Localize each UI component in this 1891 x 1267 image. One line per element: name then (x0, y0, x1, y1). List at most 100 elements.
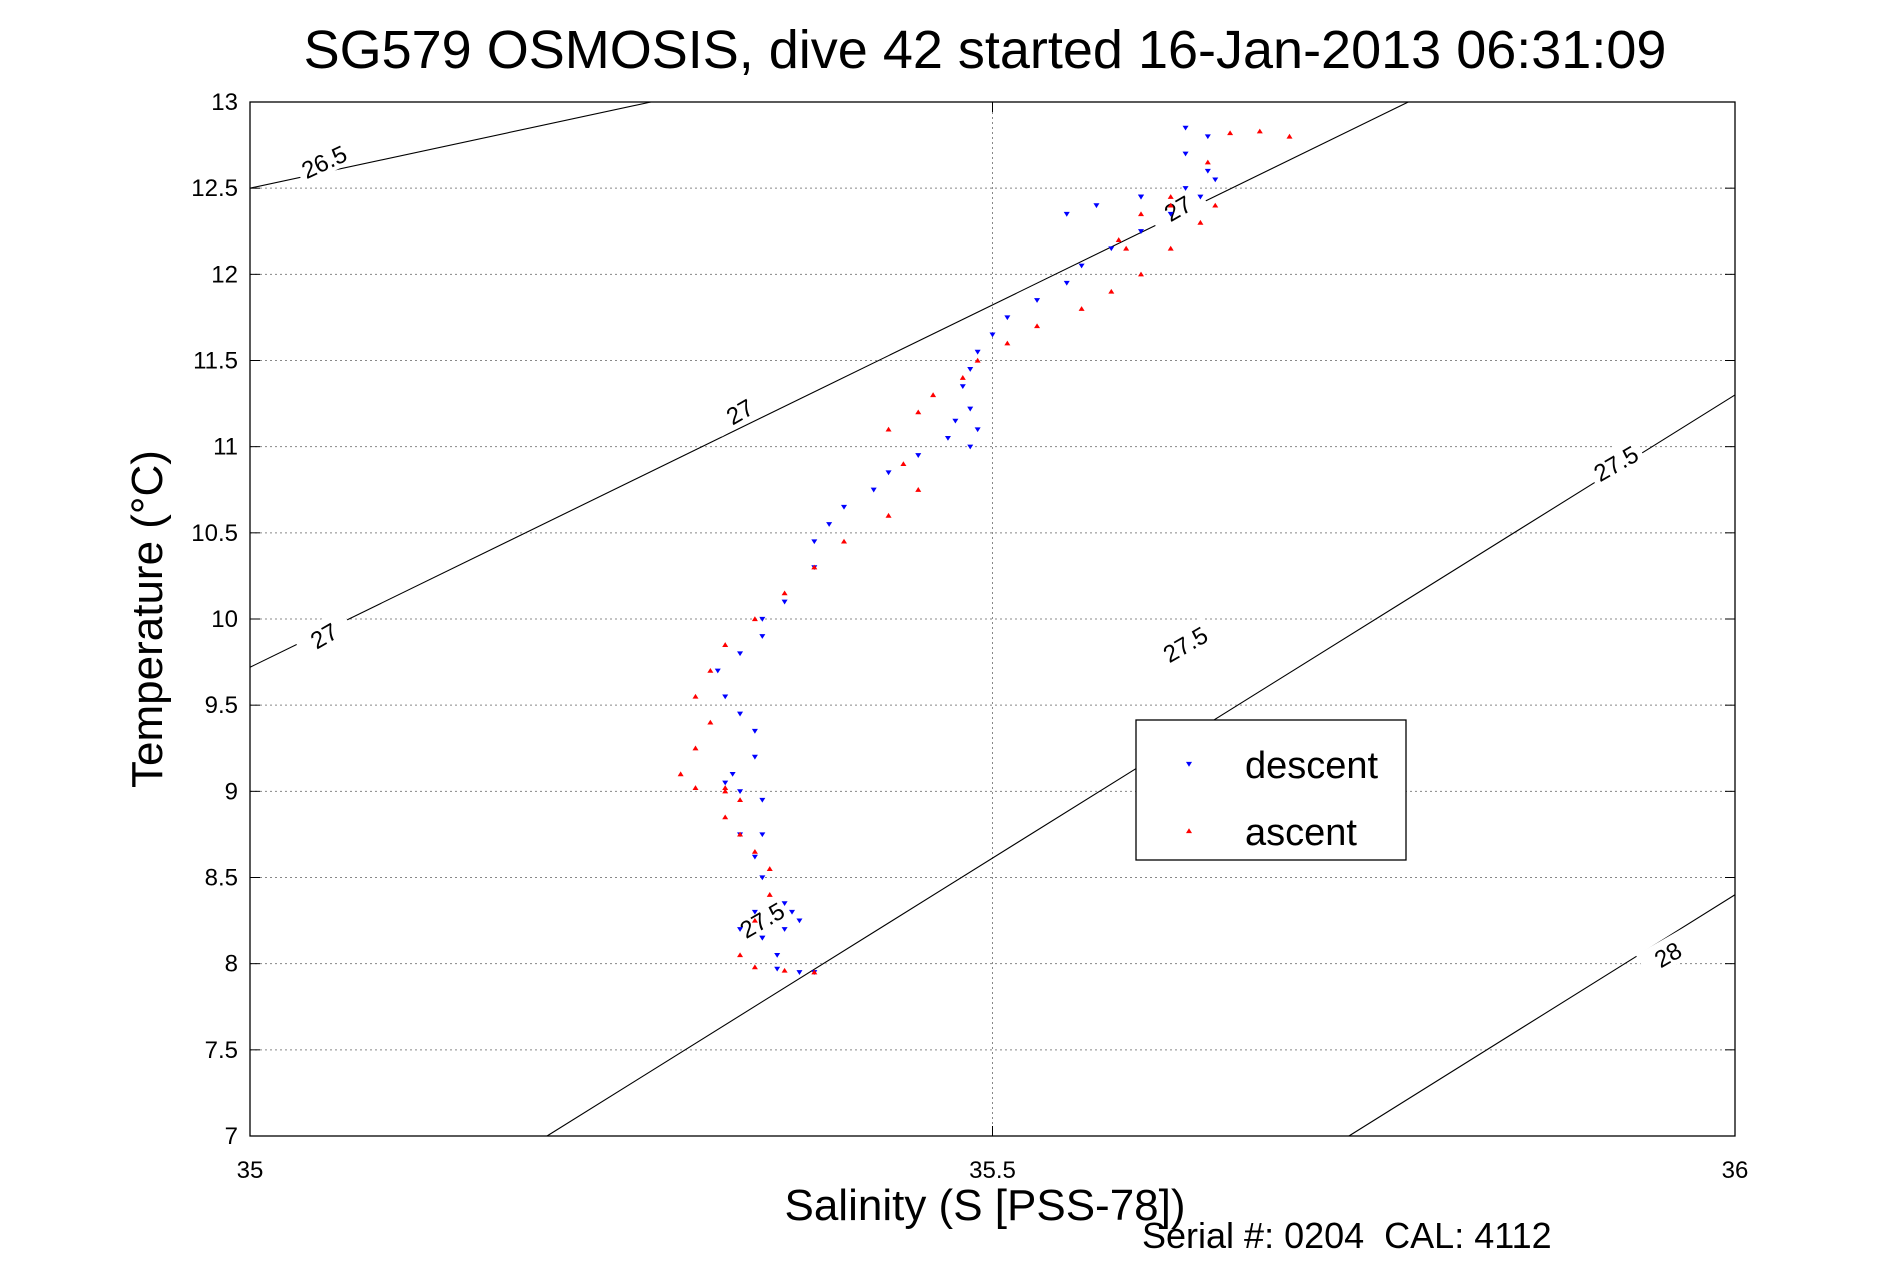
descent-point (1004, 315, 1011, 321)
ascent-point (885, 426, 892, 432)
descent-point (1093, 203, 1100, 209)
descent-point (1212, 177, 1219, 183)
data-series (677, 125, 1293, 975)
ascent-point (900, 461, 907, 466)
ascent-point (1138, 271, 1144, 277)
series-ascent (677, 128, 1293, 975)
y-tick-label: 12 (211, 261, 238, 288)
descent-point (944, 435, 951, 441)
ascent-point (811, 969, 818, 975)
descent-point (1182, 151, 1189, 157)
descent-point (737, 927, 744, 932)
ascent-point (1204, 159, 1211, 165)
ascent-point (722, 642, 729, 647)
ascent-point (1115, 237, 1122, 242)
descent-point (1182, 125, 1189, 131)
descent-point (796, 918, 803, 924)
descent-point (974, 349, 981, 355)
contour-line-28 (1348, 894, 1736, 1137)
contour-label-bg (730, 892, 793, 945)
ascent-point (915, 409, 922, 415)
descent-point (1197, 194, 1204, 200)
contour-line-27 (249, 101, 1409, 668)
ascent-point (751, 917, 758, 923)
ascent-point (1167, 194, 1174, 199)
y-tick-label: 11.5 (193, 348, 238, 375)
ascent-point (722, 788, 729, 794)
grid (250, 102, 1735, 1136)
descent-point (974, 427, 981, 433)
legend-ascent-marker (1186, 828, 1192, 834)
descent-point (781, 599, 788, 605)
descent-point (826, 522, 833, 527)
ascent-point (1123, 245, 1130, 251)
ascent-point (692, 785, 699, 790)
y-axis-label: Temperature (°C) (123, 450, 172, 788)
descent-point (759, 616, 766, 622)
ascent-point (1197, 219, 1204, 225)
contour-label-bg (292, 135, 355, 186)
descent-point (714, 668, 721, 674)
descent-point (737, 789, 744, 795)
descent-point (751, 909, 758, 915)
y-tick-label: 10 (211, 606, 238, 633)
descent-point (967, 367, 974, 372)
ascent-point (692, 693, 699, 699)
ascent-point (677, 771, 684, 777)
ascent-point (692, 745, 699, 751)
descent-point (751, 728, 758, 734)
ascent-point (751, 848, 758, 854)
ascent-point (974, 357, 981, 363)
descent-point (959, 384, 966, 390)
y-tick-label: 8 (225, 951, 238, 978)
descent-point (870, 487, 877, 493)
ascent-point (1138, 211, 1144, 217)
contour-label-bg (1145, 180, 1209, 234)
ascent-point (766, 866, 773, 871)
descent-point (789, 909, 796, 915)
contour-label-bg (707, 384, 771, 437)
descent-point (1078, 263, 1085, 269)
descent-point (915, 453, 922, 458)
ascent-point (781, 967, 788, 973)
descent-point (737, 651, 744, 657)
descent-point (722, 694, 729, 700)
y-tick-label: 7 (225, 1123, 238, 1150)
descent-point (1167, 211, 1174, 217)
y-tick-label: 12.5 (191, 175, 238, 202)
legend-descent-label: descent (1245, 745, 1379, 787)
ascent-point (722, 814, 729, 820)
ascent-point (1167, 202, 1174, 208)
ascent-point (1078, 306, 1085, 311)
ascent-point (811, 564, 818, 570)
legend: descent ascent (1135, 719, 1407, 861)
ascent-point (1212, 202, 1219, 208)
descent-point (1034, 298, 1041, 303)
ascent-point (737, 797, 744, 803)
ascent-point (1004, 340, 1011, 346)
ascent-point (737, 831, 744, 837)
axis-ticks: 35 35.5 36 7 7.5 8 8.5 9 9.5 10 10.5 11 11.5 12 12.5 13 (191, 89, 1748, 1184)
descent-point (796, 970, 803, 975)
descent-point (774, 966, 781, 972)
x-axis-label: Salinity (S [PSS-78]) (784, 1181, 1185, 1230)
descent-point (759, 935, 766, 941)
descent-point (1063, 280, 1070, 286)
descent-point (759, 634, 766, 639)
ascent-point (930, 392, 937, 398)
legend-ascent-label: ascent (1245, 812, 1357, 854)
ascent-point (751, 964, 758, 970)
y-tick-label: 11 (213, 434, 238, 461)
ascent-point (885, 512, 892, 518)
ascent-point (1034, 323, 1041, 329)
descent-point (774, 952, 781, 958)
y-tick-label: 8.5 (205, 865, 238, 892)
y-tick-label: 7.5 (205, 1037, 238, 1064)
descent-point (1063, 211, 1070, 217)
descent-point (841, 504, 847, 510)
descent-point (781, 901, 788, 907)
descent-point (989, 332, 996, 338)
descent-point (722, 780, 729, 786)
